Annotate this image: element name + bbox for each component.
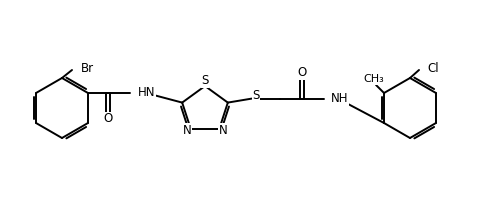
Text: Br: Br xyxy=(81,62,94,75)
Text: N: N xyxy=(219,124,228,137)
Text: S: S xyxy=(201,75,209,87)
Text: Cl: Cl xyxy=(427,62,438,75)
Text: N: N xyxy=(183,124,191,137)
Text: O: O xyxy=(103,113,113,125)
Text: S: S xyxy=(252,89,259,102)
Text: CH₃: CH₃ xyxy=(364,74,384,84)
Text: O: O xyxy=(297,66,307,79)
Text: NH: NH xyxy=(331,92,348,105)
Text: HN: HN xyxy=(138,86,155,100)
